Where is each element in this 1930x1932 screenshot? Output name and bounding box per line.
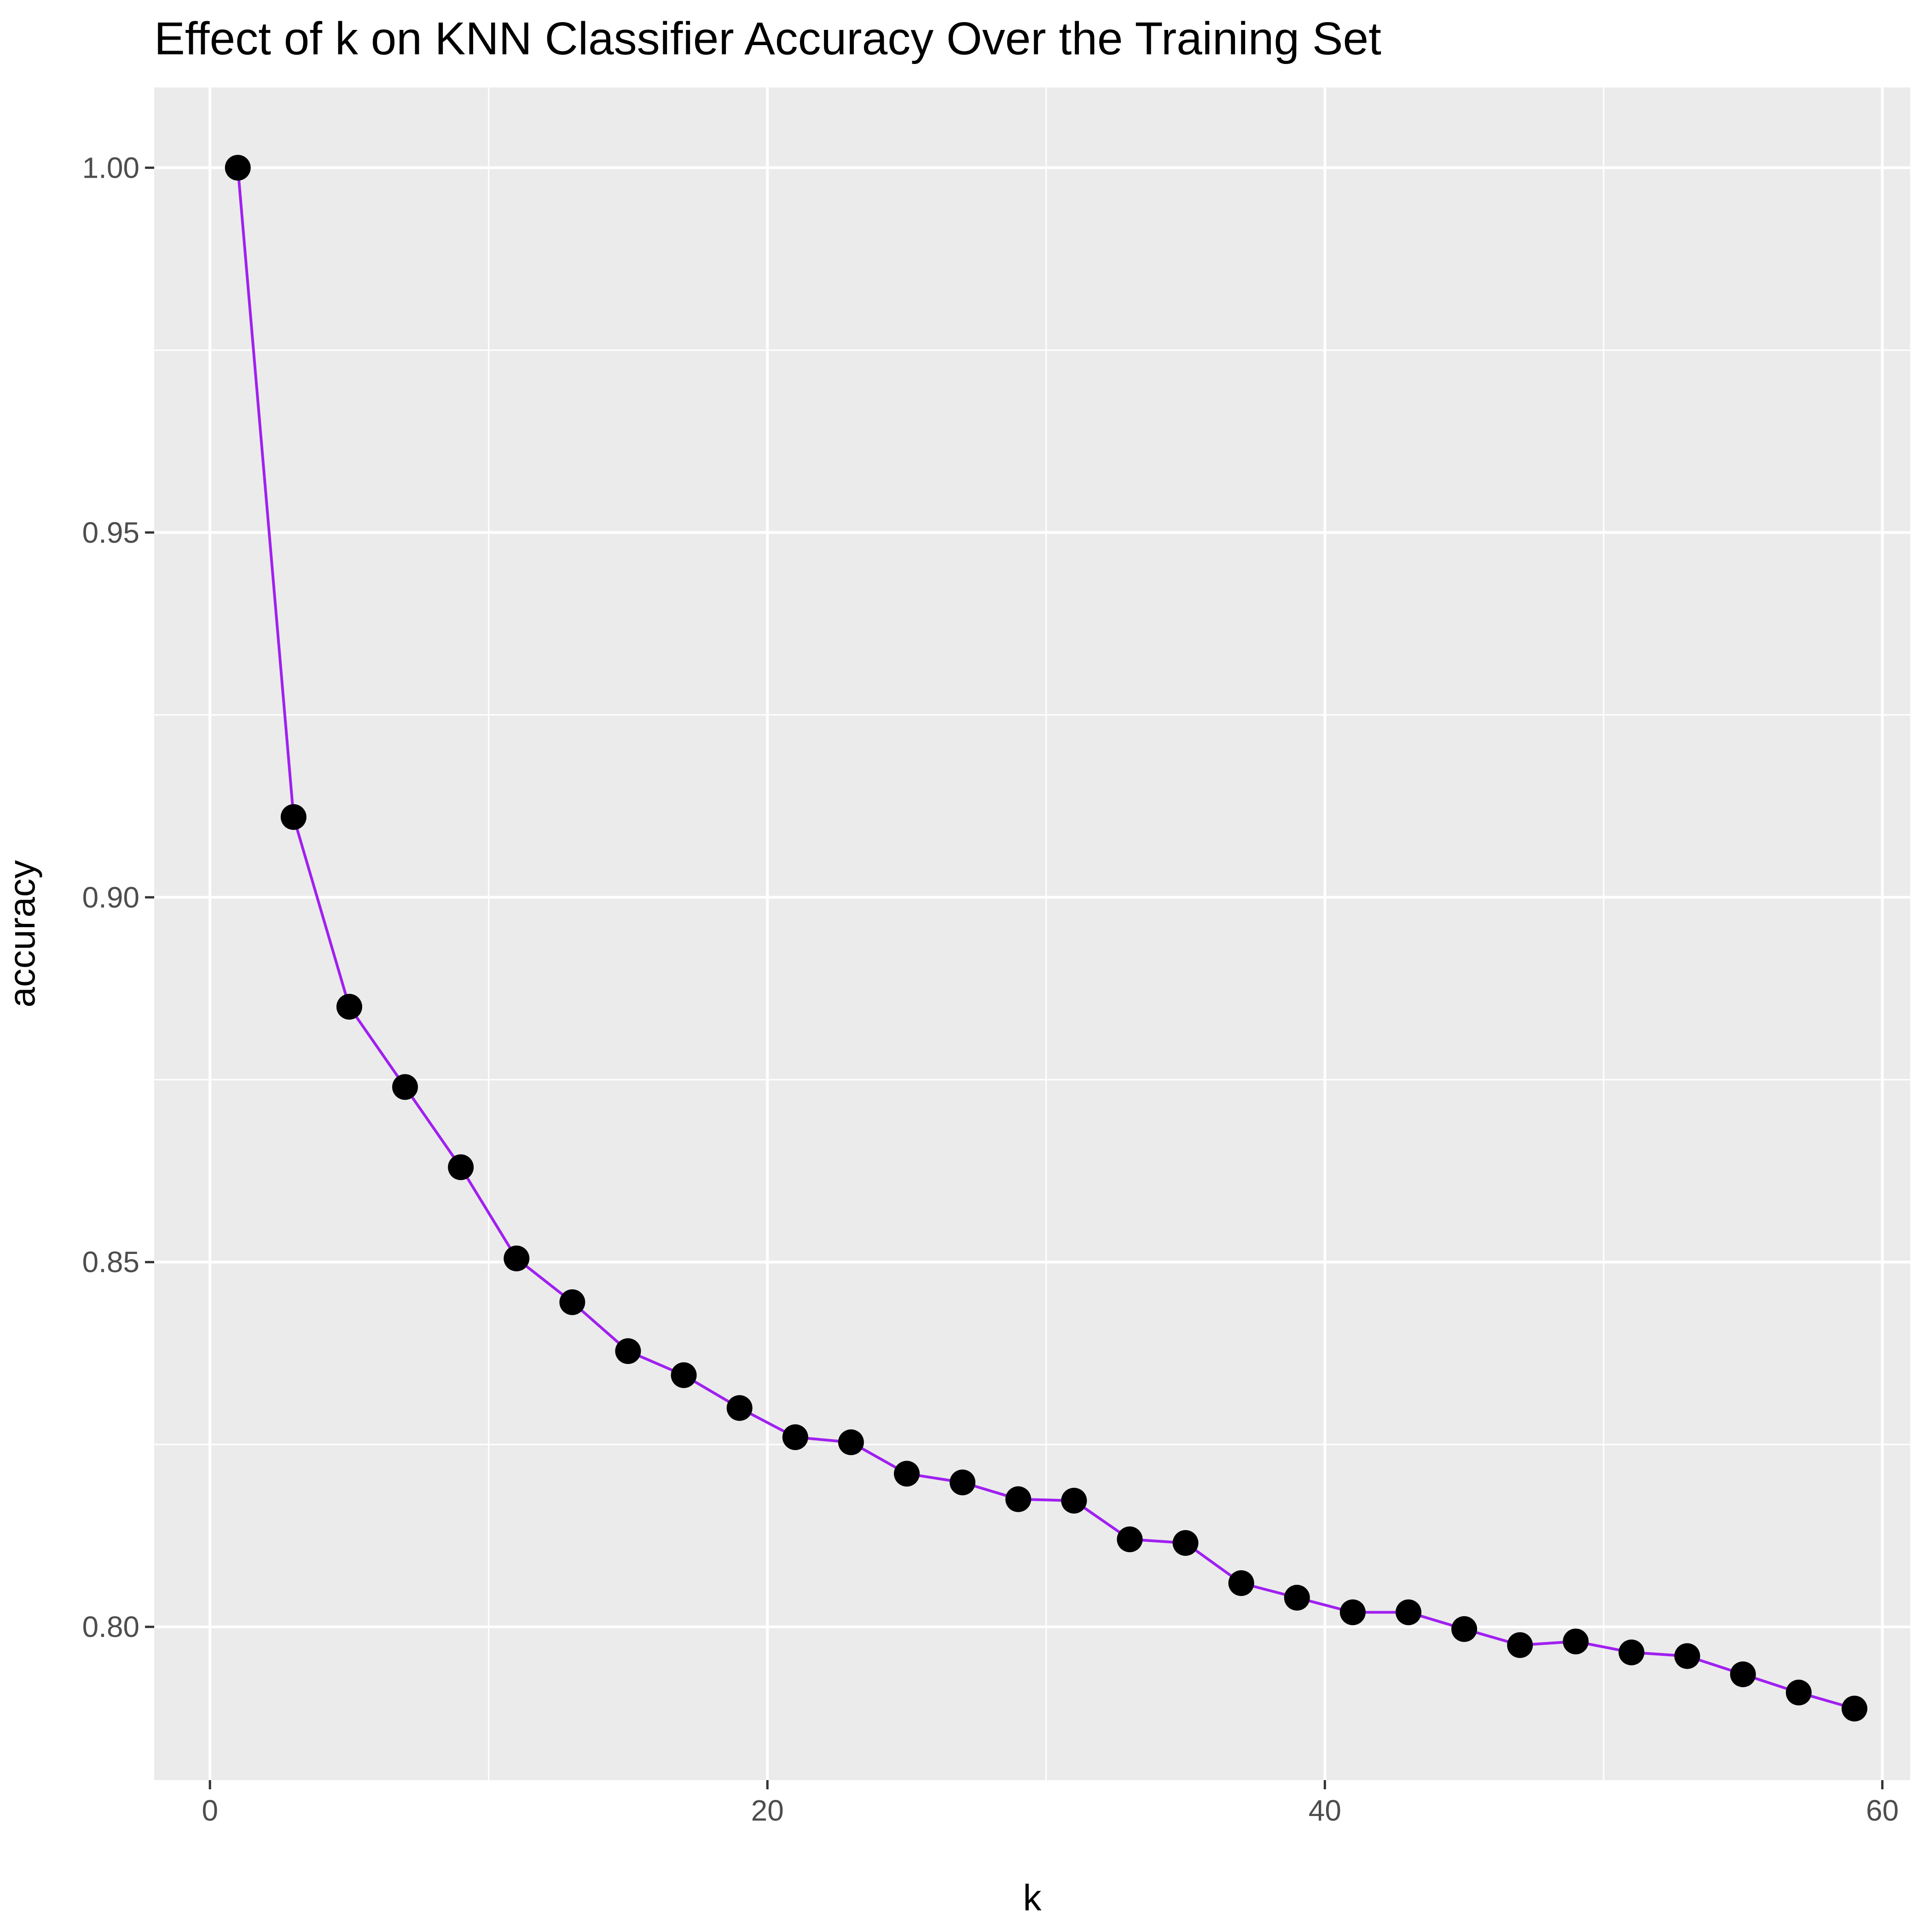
data-point (1507, 1632, 1533, 1658)
x-tick-label: 40 (1309, 1794, 1341, 1827)
data-point (1228, 1570, 1254, 1596)
data-point (1618, 1639, 1645, 1665)
data-point (1284, 1584, 1310, 1611)
data-point (1563, 1628, 1589, 1654)
data-point (615, 1338, 641, 1364)
data-point (1117, 1526, 1143, 1552)
chart-title: Effect of k on KNN Classifier Accuracy O… (154, 13, 1381, 64)
minor-gridlines (154, 87, 1910, 1780)
data-point (225, 155, 251, 181)
data-point (1451, 1616, 1478, 1642)
data-point (1172, 1530, 1199, 1556)
y-tick-label: 0.95 (82, 516, 139, 549)
data-point (1061, 1487, 1087, 1514)
y-axis-title: accuracy (1, 860, 42, 1007)
data-point (448, 1154, 474, 1180)
data-point (671, 1362, 697, 1388)
data-point (1339, 1599, 1366, 1625)
data-point (280, 804, 307, 830)
x-axis: 0 20 40 60 (202, 1780, 1899, 1827)
data-point (1841, 1695, 1867, 1722)
data-point (726, 1395, 753, 1421)
x-tick-label: 20 (751, 1794, 784, 1827)
data-point (1730, 1661, 1756, 1688)
data-point (392, 1074, 418, 1100)
data-point (1396, 1599, 1421, 1625)
data-point (782, 1424, 808, 1450)
x-tick-label: 60 (1866, 1794, 1899, 1827)
data-point (336, 993, 362, 1020)
major-gridlines (154, 87, 1910, 1780)
plot-panel (154, 87, 1910, 1780)
data-point (559, 1289, 585, 1315)
data-point (1674, 1643, 1700, 1669)
data-point (950, 1469, 976, 1496)
y-tick-label: 0.85 (82, 1246, 139, 1279)
y-axis: 0.80 0.85 0.90 0.95 1.00 (82, 151, 154, 1643)
data-point (1005, 1486, 1032, 1512)
data-point (504, 1245, 530, 1271)
points-layer (225, 155, 1867, 1722)
x-tick-label: 0 (202, 1794, 218, 1827)
y-tick-label: 0.90 (82, 881, 139, 914)
data-point (894, 1461, 920, 1487)
data-point (838, 1429, 864, 1456)
x-axis-title: k (1023, 1877, 1042, 1918)
y-tick-label: 0.80 (82, 1610, 139, 1643)
data-point (1785, 1679, 1812, 1706)
y-tick-label: 1.00 (82, 151, 139, 184)
